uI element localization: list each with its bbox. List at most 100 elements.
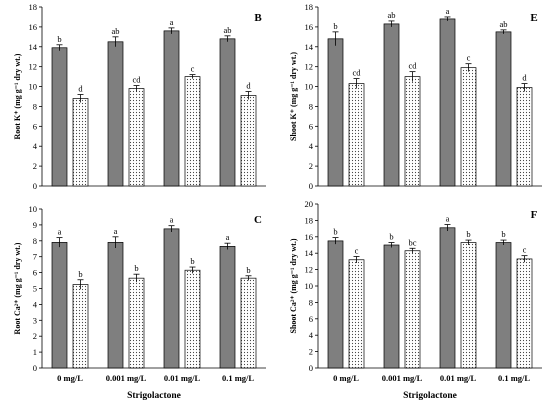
y-tick-label: 8 [33, 101, 37, 111]
significance-label: cd [352, 68, 361, 78]
y-axis-label: Shoot Ca²⁺ (mg g⁻¹ dry wt.) [289, 238, 298, 333]
bar [107, 41, 124, 187]
bar [516, 258, 533, 369]
bar [163, 30, 180, 187]
y-tick-label: 12 [305, 62, 314, 72]
significance-label: a [446, 214, 450, 224]
panel-label: B [254, 12, 262, 24]
bar [348, 259, 365, 369]
significance-label: b [190, 256, 194, 266]
y-tick-label: 6 [309, 314, 313, 324]
root-k-chart: 0 2 4 6 8 10 12 14 16 18 Root K⁺ (mg g⁻¹ dry wt.) B… [13, 2, 266, 191]
x-axis-label: Strigolactone [127, 391, 181, 401]
significance-label: a [170, 215, 174, 225]
significance-label: c [355, 245, 359, 255]
significance-label: a [114, 226, 118, 236]
bar [495, 31, 512, 187]
y-tick-label: 18 [305, 215, 314, 225]
significance-label: b [466, 229, 470, 239]
y-tick-label: 2 [33, 161, 37, 171]
y-tick-label: 14 [29, 42, 38, 52]
y-tick-label: 18 [29, 2, 38, 12]
significance-label: d [78, 84, 83, 94]
y-tick-label: 8 [309, 297, 313, 307]
y-tick-label: 18 [305, 2, 314, 12]
bar [107, 242, 124, 369]
bar [327, 38, 344, 187]
y-tick-label: 16 [305, 232, 314, 242]
y-axis-label: Root K⁺ (mg g⁻¹ dry wt.) [13, 53, 22, 139]
significance-label: ab [387, 10, 395, 20]
y-tick-label: 10 [305, 82, 314, 92]
y-tick-label: 16 [305, 22, 314, 32]
y-tick-label: 14 [305, 248, 314, 258]
significance-label: bc [408, 237, 416, 247]
significance-label: b [134, 263, 138, 273]
bar [383, 23, 400, 187]
y-tick-label: 9 [33, 220, 37, 230]
x-tick-label: 0.001 mg/L [382, 373, 423, 383]
y-tick-label: 0 [33, 363, 37, 373]
bar [163, 228, 180, 369]
significance-label: c [467, 53, 471, 63]
bar [439, 18, 456, 187]
significance-label: a [170, 17, 174, 27]
bar [51, 242, 68, 369]
bar [460, 67, 477, 187]
y-tick-label: 0 [33, 181, 37, 191]
y-tick-label: 0 [309, 363, 313, 373]
significance-label: d [246, 81, 251, 91]
y-axis-label: Root Ca²⁺ (mg g⁻¹ dry wt.) [13, 242, 22, 334]
panel-label: E [530, 12, 537, 24]
y-tick-label: 4 [33, 299, 38, 309]
bar [72, 98, 89, 187]
y-tick-label: 4 [309, 141, 314, 151]
bar [516, 87, 533, 187]
bar [404, 250, 421, 369]
panel-label: F [531, 209, 538, 221]
x-tick-label: 0.01 mg/L [164, 373, 201, 383]
bar [219, 38, 236, 187]
y-tick-label: 6 [309, 121, 313, 131]
x-tick-label: 0 mg/L [333, 373, 359, 383]
significance-label: a [446, 6, 450, 16]
x-tick-label: 0.1 mg/L [498, 373, 530, 383]
significance-label: d [522, 73, 527, 83]
bar [460, 242, 477, 369]
significance-label: b [57, 34, 61, 44]
significance-label: ab [499, 19, 507, 29]
bar [128, 88, 145, 187]
significance-label: b [389, 232, 393, 242]
shoot-k-chart: 0 2 4 6 8 10 12 14 16 18 Shoot K⁺ (mg g⁻¹ dry wt.)… [289, 2, 542, 191]
significance-label: ab [223, 25, 231, 35]
y-tick-label: 2 [33, 331, 37, 341]
y-tick-label: 2 [309, 347, 313, 357]
y-tick-label: 12 [305, 265, 314, 275]
bar [240, 95, 257, 187]
significance-label: b [333, 227, 337, 237]
significance-label: b [78, 269, 82, 279]
significance-label: a [58, 227, 62, 237]
y-tick-label: 8 [309, 101, 313, 111]
shoot-ca-chart: 0 2 4 6 8 10 12 14 16 18 20 Shoot Ca²⁺ (mg g⁻¹ dry … [289, 199, 542, 401]
bar [184, 76, 201, 187]
y-tick-label: 10 [305, 281, 314, 291]
significance-label: ab [111, 26, 119, 36]
y-tick-label: 12 [29, 62, 38, 72]
bar [72, 284, 89, 369]
significance-label: cd [408, 61, 417, 71]
y-tick-label: 3 [33, 315, 37, 325]
y-axis-label: Shoot K⁺ (mg g⁻¹ dry wt.) [289, 52, 298, 141]
y-tick-label: 5 [33, 284, 37, 294]
significance-label: b [333, 21, 337, 31]
bar [495, 242, 512, 369]
y-tick-label: 2 [309, 161, 313, 171]
x-tick-label: 0 mg/L [57, 373, 83, 383]
y-tick-label: 6 [33, 268, 37, 278]
bar [404, 76, 421, 187]
y-tick-label: 20 [305, 199, 314, 209]
bar [240, 277, 257, 369]
x-tick-label: 0.01 mg/L [440, 373, 477, 383]
bar [51, 47, 68, 187]
